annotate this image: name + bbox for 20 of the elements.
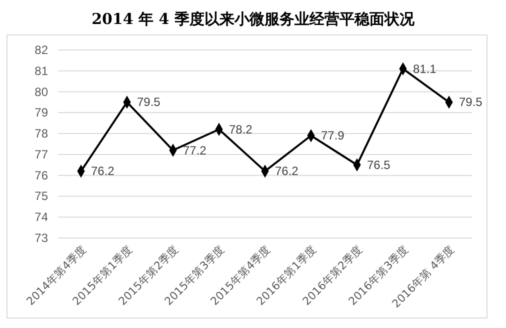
- y-tick-label: 78: [34, 126, 48, 141]
- y-tick-label: 75: [34, 189, 48, 204]
- y-tick-label: 79: [34, 106, 48, 120]
- y-tick-label: 74: [34, 210, 48, 224]
- y-tick-label: 76: [34, 168, 48, 182]
- data-label: 76.2: [275, 164, 299, 178]
- data-label: 79.5: [137, 95, 161, 110]
- y-tick-label: 73: [34, 231, 48, 245]
- data-label: 77.9: [321, 128, 345, 143]
- data-label: 76.5: [367, 158, 391, 172]
- data-label: 77.2: [183, 143, 207, 158]
- y-tick-label: 77: [34, 147, 48, 162]
- y-tick-label: 82: [34, 43, 48, 57]
- data-label: 78.2: [229, 122, 253, 136]
- y-tick-label: 80: [34, 84, 48, 99]
- data-label: 79.5: [459, 95, 483, 110]
- chart-title: 2014 年 4 季度以来小微服务业经营平稳面状况: [92, 10, 416, 28]
- data-label: 81.1: [413, 62, 437, 76]
- data-label: 76.2: [91, 164, 115, 178]
- y-tick-label: 81: [34, 64, 48, 78]
